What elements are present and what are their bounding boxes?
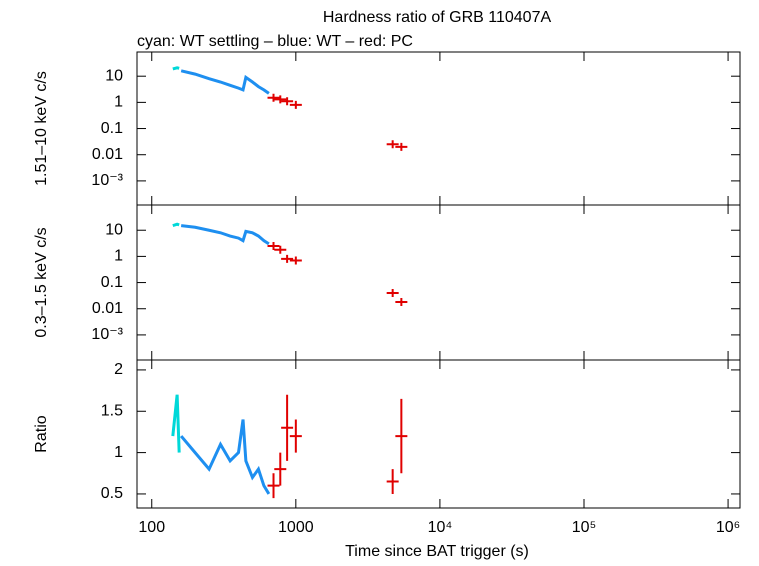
plot-frame	[136, 51, 741, 206]
data-point	[281, 254, 294, 263]
data-line	[172, 222, 180, 228]
y-axis-label: 1.51–10 keV c/s	[33, 71, 50, 186]
data-point	[274, 95, 287, 104]
data-point	[289, 256, 302, 265]
data-point	[289, 419, 302, 453]
x-tick-label: 10⁴	[428, 519, 453, 536]
x-tick-label: 1000	[278, 519, 314, 536]
data-point	[386, 140, 399, 149]
data-point	[281, 97, 294, 106]
data-point	[267, 473, 280, 499]
x-tick-label: 10⁶	[716, 519, 740, 536]
y-tick-label: 0.1	[101, 274, 123, 291]
y-tick-label: 1	[114, 94, 123, 111]
data-line	[172, 66, 180, 71]
data-point	[274, 452, 287, 486]
x-axis-label: Time since BAT trigger (s)	[345, 543, 529, 560]
y-tick-label: 2	[114, 361, 123, 378]
data-line	[171, 394, 181, 453]
data-line	[180, 224, 270, 246]
data-point	[395, 142, 408, 151]
data-point	[395, 298, 408, 307]
y-axis-label: 0.3–1.5 keV c/s	[33, 227, 50, 337]
data-point	[274, 245, 287, 254]
data-point	[267, 93, 280, 102]
y-tick-label: 0.01	[92, 146, 123, 163]
chart-title: Hardness ratio of GRB 110407A	[323, 9, 552, 26]
y-tick-label: 0.5	[101, 485, 123, 502]
data-point	[267, 241, 280, 250]
data-point	[386, 288, 399, 297]
x-tick-label: 10⁵	[572, 519, 596, 536]
y-tick-label: 1	[114, 248, 123, 265]
y-tick-label: 10	[105, 221, 123, 238]
data-line	[180, 69, 270, 95]
data-point	[386, 469, 399, 494]
data-point	[289, 100, 302, 109]
plot-frame	[136, 359, 741, 509]
y-tick-label: 10	[105, 67, 123, 84]
data-point	[395, 398, 408, 474]
y-tick-label: 0.01	[92, 300, 123, 317]
data-line	[180, 419, 271, 495]
plot-frame	[136, 204, 741, 361]
y-tick-label: 1.5	[101, 402, 123, 419]
y-tick-label: 10⁻³	[91, 326, 123, 343]
chart-subtitle: cyan: WT settling – blue: WT – red: PC	[137, 33, 413, 50]
x-tick-label: 100	[138, 519, 165, 536]
y-tick-label: 0.1	[101, 120, 123, 137]
data-point	[281, 394, 294, 461]
y-axis-label: Ratio	[33, 415, 50, 452]
y-tick-label: 10⁻³	[91, 172, 123, 189]
y-tick-label: 1	[114, 444, 123, 461]
